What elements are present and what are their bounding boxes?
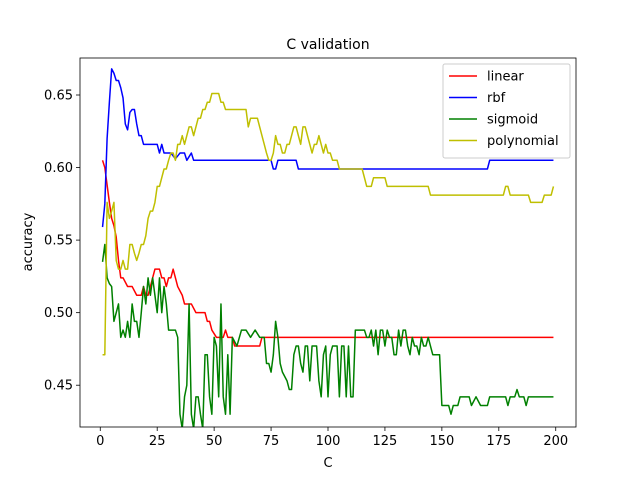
x-tick-label: 125 [373,434,398,449]
x-tick-label: 100 [316,434,341,449]
x-tick-label: 175 [486,434,511,449]
legend-label-linear: linear [487,70,524,85]
legend-label-polynomial: polynomial [487,134,559,149]
series-line-sigmoid [101,243,554,427]
legend-label-rbf: rbf [487,91,506,106]
legend-label-sigmoid: sigmoid [487,113,538,128]
series-line-rbf [101,68,554,228]
y-tick-label: 0.45 [44,379,73,394]
x-tick-label: 200 [543,434,568,449]
x-tick-label: 25 [149,434,166,449]
legend-box [442,63,571,159]
y-axis-label: accuracy [21,212,36,271]
axes: 0 25 50 75 100 125 150 175 200 0.45 0.50 0.55 0.60 0.… [44,57,577,449]
chart-title: C validation [286,37,369,53]
x-tick-label: 75 [263,434,280,449]
y-tick-label: 0.55 [44,234,73,249]
x-tick-label: 0 [96,434,104,449]
series-line-linear [101,160,554,347]
x-tick-label: 150 [429,434,454,449]
x-tick-label: 50 [206,434,223,449]
y-tick-label: 0.60 [44,161,73,176]
series-line-polynomial [102,92,555,356]
plot-area [101,68,555,427]
y-tick-label: 0.50 [44,306,73,321]
y-tick-label: 0.65 [44,89,73,104]
legend: linear rbf sigmoid polynomial [442,63,571,159]
x-axis-label: C [323,456,332,471]
